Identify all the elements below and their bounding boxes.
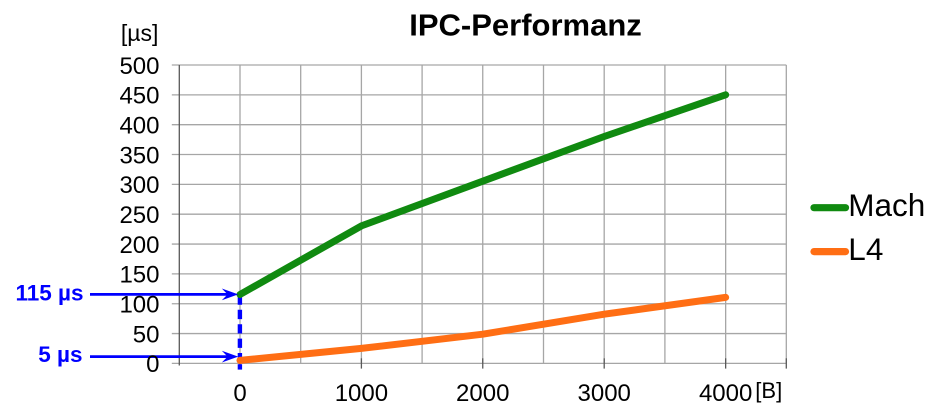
svg-text:5 µs: 5 µs bbox=[38, 342, 82, 367]
svg-text:50: 50 bbox=[133, 321, 160, 348]
svg-text:[B]: [B] bbox=[755, 378, 782, 403]
svg-text:300: 300 bbox=[119, 172, 159, 199]
svg-text:L4: L4 bbox=[848, 231, 883, 267]
svg-text:200: 200 bbox=[119, 232, 159, 259]
svg-text:450: 450 bbox=[119, 83, 159, 110]
svg-text:350: 350 bbox=[119, 142, 159, 169]
svg-text:150: 150 bbox=[119, 262, 159, 289]
svg-text:400: 400 bbox=[119, 112, 159, 139]
svg-text:2000: 2000 bbox=[456, 380, 509, 407]
svg-text:IPC-Performanz: IPC-Performanz bbox=[409, 8, 642, 43]
svg-text:3000: 3000 bbox=[578, 380, 631, 407]
svg-text:0: 0 bbox=[233, 380, 246, 407]
svg-text:250: 250 bbox=[119, 202, 159, 229]
svg-text:500: 500 bbox=[119, 53, 159, 80]
svg-text:115 µs: 115 µs bbox=[15, 281, 83, 306]
svg-text:0: 0 bbox=[146, 351, 159, 378]
svg-text:[µs]: [µs] bbox=[121, 20, 159, 46]
svg-text:Mach: Mach bbox=[848, 187, 925, 223]
svg-text:1000: 1000 bbox=[335, 380, 388, 407]
svg-text:4000: 4000 bbox=[699, 380, 752, 407]
svg-text:100: 100 bbox=[119, 292, 159, 319]
